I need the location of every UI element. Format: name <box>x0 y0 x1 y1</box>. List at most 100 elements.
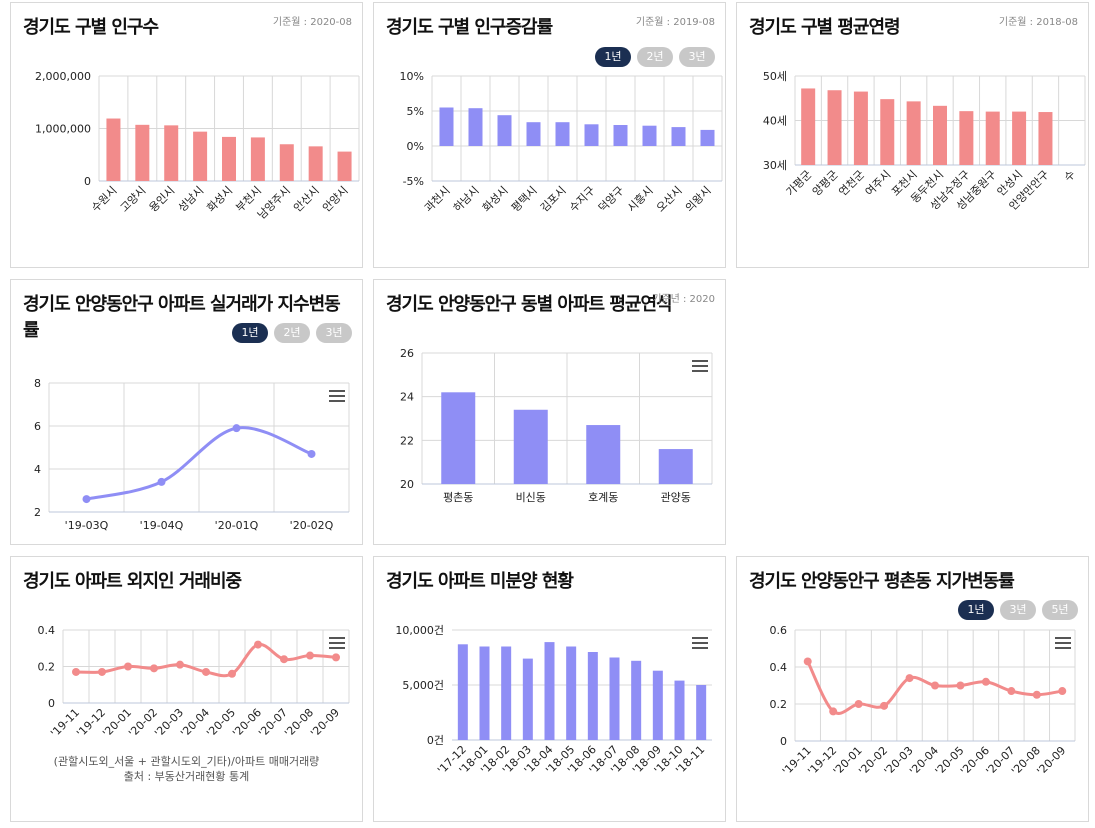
bar <box>468 108 483 146</box>
period-2y-button[interactable]: 2년 <box>637 47 673 67</box>
card-population: 경기도 구별 인구수 기준월 : 2020-08 2,000,000 1,000,… <box>10 2 363 268</box>
bar <box>337 151 352 181</box>
bar <box>513 409 548 484</box>
y-tick-label: 24 <box>400 391 414 404</box>
y-tick-label: 4 <box>34 463 41 476</box>
x-tick-label: '20-09 <box>308 706 342 740</box>
chart-menu-icon[interactable] <box>1055 637 1071 651</box>
bar <box>587 652 598 740</box>
y-tick-label: 0.6 <box>770 624 788 637</box>
data-point <box>803 657 812 666</box>
card-outsider-ratio: 경기도 아파트 외지인 거래비중 0.4 0.2 0'19-11'19-12'20-… <box>10 556 363 822</box>
bar <box>658 449 693 484</box>
y-tick-label: 22 <box>400 434 414 447</box>
data-point <box>176 660 184 669</box>
chart-menu-icon[interactable] <box>692 360 708 374</box>
data-point <box>280 655 288 664</box>
y-tick-label: 5,000건 <box>402 679 444 692</box>
reference-year: 기준년 : 2020 <box>652 294 715 305</box>
data-point <box>981 677 990 686</box>
x-tick-label: 시흥시 <box>624 183 655 214</box>
period-3y-button[interactable]: 3년 <box>679 47 715 67</box>
chart-menu-icon[interactable] <box>329 390 345 404</box>
card-title: 경기도 아파트 외지인 거래비중 <box>23 571 242 592</box>
bar <box>250 137 265 181</box>
x-tick-label: 양평군 <box>810 168 841 199</box>
footnote-source: 출처 : 부동산거래현황 통계 <box>123 770 250 783</box>
data-point <box>1007 687 1016 696</box>
bar <box>801 88 816 165</box>
card-title: 경기도 구별 평균연령 <box>749 17 901 38</box>
y-tick-label: 0 <box>84 175 91 188</box>
chart-average-age: 50세40세30세가평군양평군연천군여주시포천시동두천시성남수정구성남중원구안성… <box>763 70 1086 213</box>
bar <box>497 115 512 146</box>
period-5y-button[interactable]: 5년 <box>1042 600 1078 620</box>
x-tick-label: 하남시 <box>450 183 481 214</box>
y-tick-label: 0 <box>780 735 787 748</box>
data-point <box>306 651 314 660</box>
x-tick-label: 수 <box>1062 168 1078 184</box>
bar <box>555 122 570 146</box>
bar <box>106 118 121 181</box>
bar <box>613 125 628 146</box>
series-line <box>85 426 313 501</box>
card-land-price: 경기도 안양동안구 평촌동 지가변동률 1년 3년 5년 0.6 0.4 0.2 0 '… <box>736 556 1089 822</box>
bar <box>193 131 208 181</box>
bar <box>584 124 599 146</box>
period-1y-button[interactable]: 1년 <box>595 47 631 67</box>
period-3y-button[interactable]: 3년 <box>1000 600 1036 620</box>
reference-date: 기준월 : 2018-08 <box>998 17 1078 28</box>
bar <box>631 660 642 740</box>
reference-date: 기준월 : 2019-08 <box>635 17 715 28</box>
y-tick-label: 30세 <box>763 159 787 172</box>
bar <box>642 125 657 146</box>
data-point <box>202 667 210 676</box>
x-tick-label: '20-09 <box>1034 744 1068 778</box>
bar <box>827 90 842 165</box>
period-1y-button[interactable]: 1년 <box>232 323 268 343</box>
data-point <box>1058 687 1067 696</box>
x-tick-label: 안양시 <box>320 184 351 215</box>
bar <box>853 91 868 165</box>
x-tick-label: 안산시 <box>291 184 322 215</box>
period-2y-button[interactable]: 2년 <box>274 323 310 343</box>
bar <box>700 129 715 146</box>
bar <box>279 144 294 181</box>
period-1y-button[interactable]: 1년 <box>958 600 994 620</box>
chart-menu-icon[interactable] <box>692 637 708 651</box>
bar <box>696 685 707 740</box>
card-title-line2: 률 <box>23 320 40 341</box>
chart-menu-icon[interactable] <box>329 637 345 651</box>
y-tick-label: 2 <box>34 506 41 519</box>
x-tick-label: '19-03Q <box>65 519 109 532</box>
y-tick-label: 20 <box>400 478 414 491</box>
card-title: 경기도 구별 인구수 <box>23 17 159 38</box>
bar <box>652 670 663 740</box>
period-3y-button[interactable]: 3년 <box>316 323 352 343</box>
x-tick-label: 고양시 <box>118 184 149 215</box>
x-tick-label: 오산시 <box>654 184 685 215</box>
y-tick-label: 0% <box>407 140 424 153</box>
reference-date: 기준월 : 2020-08 <box>272 17 352 28</box>
bar <box>308 146 323 181</box>
data-point <box>72 667 80 676</box>
bar <box>586 425 621 484</box>
x-tick-label: '20-01Q <box>215 519 259 532</box>
chart-building-age: 26 24 22 20 평촌동 비신동 호계동 관양동 <box>400 347 713 504</box>
x-tick-label: 여주시 <box>863 168 894 199</box>
chart-price-index: 8 6 4 2 '19-03Q '19-04Q '20-01Q '20-02Q <box>34 377 350 532</box>
data-point <box>931 681 939 690</box>
period-selector: 1년 3년 5년 <box>958 600 1078 620</box>
bar <box>880 99 895 165</box>
data-point <box>880 701 889 710</box>
data-point <box>956 681 965 690</box>
x-tick-label: 관양동 <box>661 491 691 504</box>
x-tick-label: 용인시 <box>147 184 178 215</box>
bar <box>671 127 686 146</box>
y-tick-label: 0.4 <box>770 661 788 674</box>
card-price-index: 경기도 안양동안구 아파트 실거래가 지수변동 률 1년 2년 3년 8 6 4 2 '… <box>10 279 363 545</box>
data-point <box>98 667 106 676</box>
chart-land-price: 0.60.40.20'19-11'19-12'20-01'20-02'20-03… <box>770 624 1076 778</box>
data-point <box>254 640 262 649</box>
